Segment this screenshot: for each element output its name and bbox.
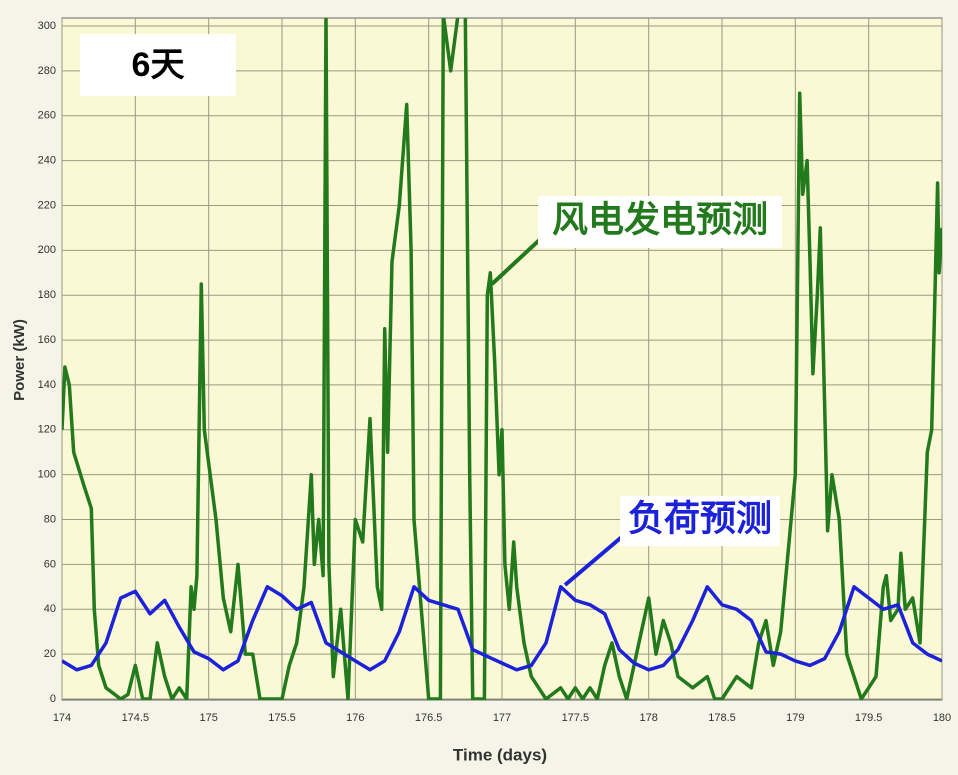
y-tick-label: 180: [38, 289, 56, 301]
x-tick-label: 174.5: [122, 712, 150, 724]
x-axis-label: Time (days): [453, 745, 547, 764]
annotation: 6天: [132, 46, 185, 84]
y-tick-label: 280: [38, 65, 56, 77]
x-tick-label: 180: [933, 712, 951, 724]
lines: [62, 18, 942, 700]
annotation-box: [538, 196, 782, 248]
annotation-box: [620, 496, 780, 546]
y-axis-label: Power (kW): [11, 319, 28, 401]
y-tick-label: 0: [50, 693, 56, 705]
y-tick-label: 160: [38, 334, 56, 346]
x-tick-label: 178.5: [708, 712, 736, 724]
y-tick-label: 140: [38, 379, 56, 391]
x-tick-label: 176: [346, 712, 364, 724]
y-tick-label: 60: [44, 558, 56, 570]
annotation: 风电发电预测: [552, 199, 768, 240]
y-tick-label: 260: [38, 110, 56, 122]
y-tick-label: 100: [38, 469, 56, 481]
x-tick-label: 177: [493, 712, 511, 724]
leader-line: [563, 528, 632, 587]
x-tick-label: 178: [639, 712, 657, 724]
x-tick-label: 175.5: [268, 712, 296, 724]
x-tick-label: 177.5: [562, 712, 590, 724]
y-tick-label: 120: [38, 424, 56, 436]
series-line: [62, 585, 942, 672]
series-line: [62, 18, 942, 700]
x-tick-label: 176.5: [415, 712, 443, 724]
x-tick-label: 174: [53, 712, 71, 724]
annotation-box: [80, 34, 236, 96]
annotation: 负荷预测: [628, 498, 772, 539]
y-tick-label: 200: [38, 244, 56, 256]
y-tick-label: 40: [44, 603, 56, 615]
y-tick-label: 240: [38, 155, 56, 167]
x-tick-label: 175: [199, 712, 217, 724]
y-tick-label: 20: [44, 648, 56, 660]
y-tick-label: 300: [38, 20, 56, 32]
x-tick-label: 179.5: [855, 712, 883, 724]
x-tick-label: 179: [786, 712, 804, 724]
y-tick-label: 220: [38, 199, 56, 211]
y-tick-label: 80: [44, 513, 56, 525]
